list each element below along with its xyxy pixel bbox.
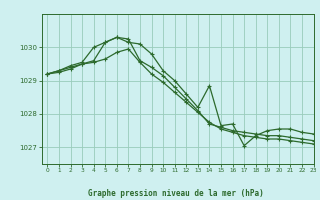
Text: Graphe pression niveau de la mer (hPa): Graphe pression niveau de la mer (hPa) [88,189,264,198]
